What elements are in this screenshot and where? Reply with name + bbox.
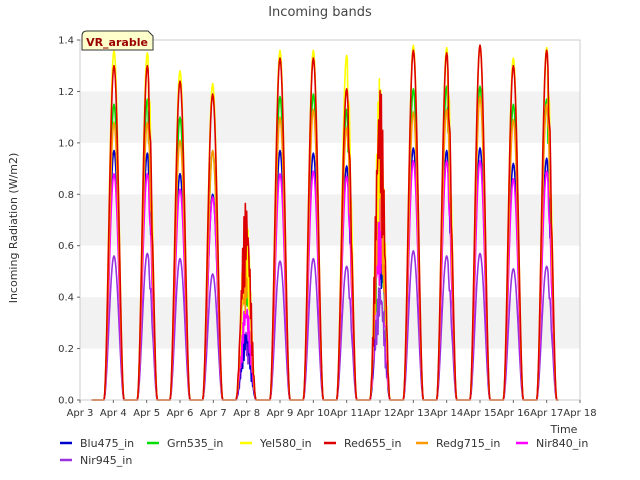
y-tick-label: 1.2 (58, 87, 74, 98)
legend-label-nir945-in: Nir945_in (80, 454, 132, 467)
x-tick-label: Apr 9 (267, 408, 294, 419)
y-tick-label: 0.4 (58, 293, 74, 304)
y-tick-label: 0.2 (58, 344, 74, 355)
x-tick-label: Apr 15 (463, 408, 496, 419)
y-axis-title: Incoming Radiation (W/m2) (7, 153, 20, 304)
x-tick-label: Apr 13 (397, 408, 430, 419)
y-axis: 0.0 0.2 0.4 0.6 0.8 1.0 1.2 1.4 (58, 36, 80, 407)
x-tick-label: Apr 5 (133, 408, 160, 419)
legend-label-yel580-in: Yel580_in (259, 437, 312, 450)
legend-label-grn535-in: Grn535_in (167, 437, 223, 450)
grid-band (80, 194, 580, 246)
x-tick-label: Apr 14 (430, 408, 463, 419)
x-tick-label: Apr 17 (530, 408, 563, 419)
x-tick-label: Apr 6 (167, 408, 194, 419)
grid-bands (80, 91, 580, 349)
legend-label-nir840-in: Nir840_in (536, 437, 588, 450)
y-tick-label: 1.0 (58, 138, 74, 149)
legend: Blu475_in Grn535_in Yel580_in Red655_in Redg… (60, 437, 588, 467)
plot-frame (79, 39, 581, 401)
x-tick-label: Apr 10 (297, 408, 330, 419)
x-tick-label: Apr 4 (100, 408, 127, 419)
legend-label-redg715-in: Redg715_in (436, 437, 500, 450)
x-tick-label: Apr 7 (200, 408, 227, 419)
chart-title: Incoming bands (268, 5, 372, 20)
site-label-text: VR_arable (86, 36, 148, 49)
x-tick-label: Apr 11 (330, 408, 363, 419)
y-tick-label: 0.0 (58, 396, 74, 407)
legend-label-red655-in: Red655_in (344, 437, 401, 450)
x-axis: Apr 3 Apr 4 Apr 5 Apr 6 Apr 7 Apr 8 Apr 9 Apr 1… (67, 400, 597, 419)
x-tick-label: Apr 12 (363, 408, 396, 419)
x-tick-label: Apr 8 (233, 408, 260, 419)
x-tick-label: Apr 18 (563, 408, 596, 419)
legend-label-blu475-in: Blu475_in (80, 437, 134, 450)
x-tick-label: Apr 16 (497, 408, 530, 419)
site-label-badge: VR_arable (81, 30, 154, 51)
grid-band (80, 297, 580, 349)
grid-band (80, 91, 580, 143)
y-tick-label: 0.8 (58, 190, 74, 201)
x-axis-title: Time (550, 423, 578, 436)
y-tick-label: 1.4 (58, 36, 74, 47)
y-tick-label: 0.6 (58, 241, 74, 252)
site-label-box (81, 30, 154, 51)
x-tick-label: Apr 3 (67, 408, 94, 419)
